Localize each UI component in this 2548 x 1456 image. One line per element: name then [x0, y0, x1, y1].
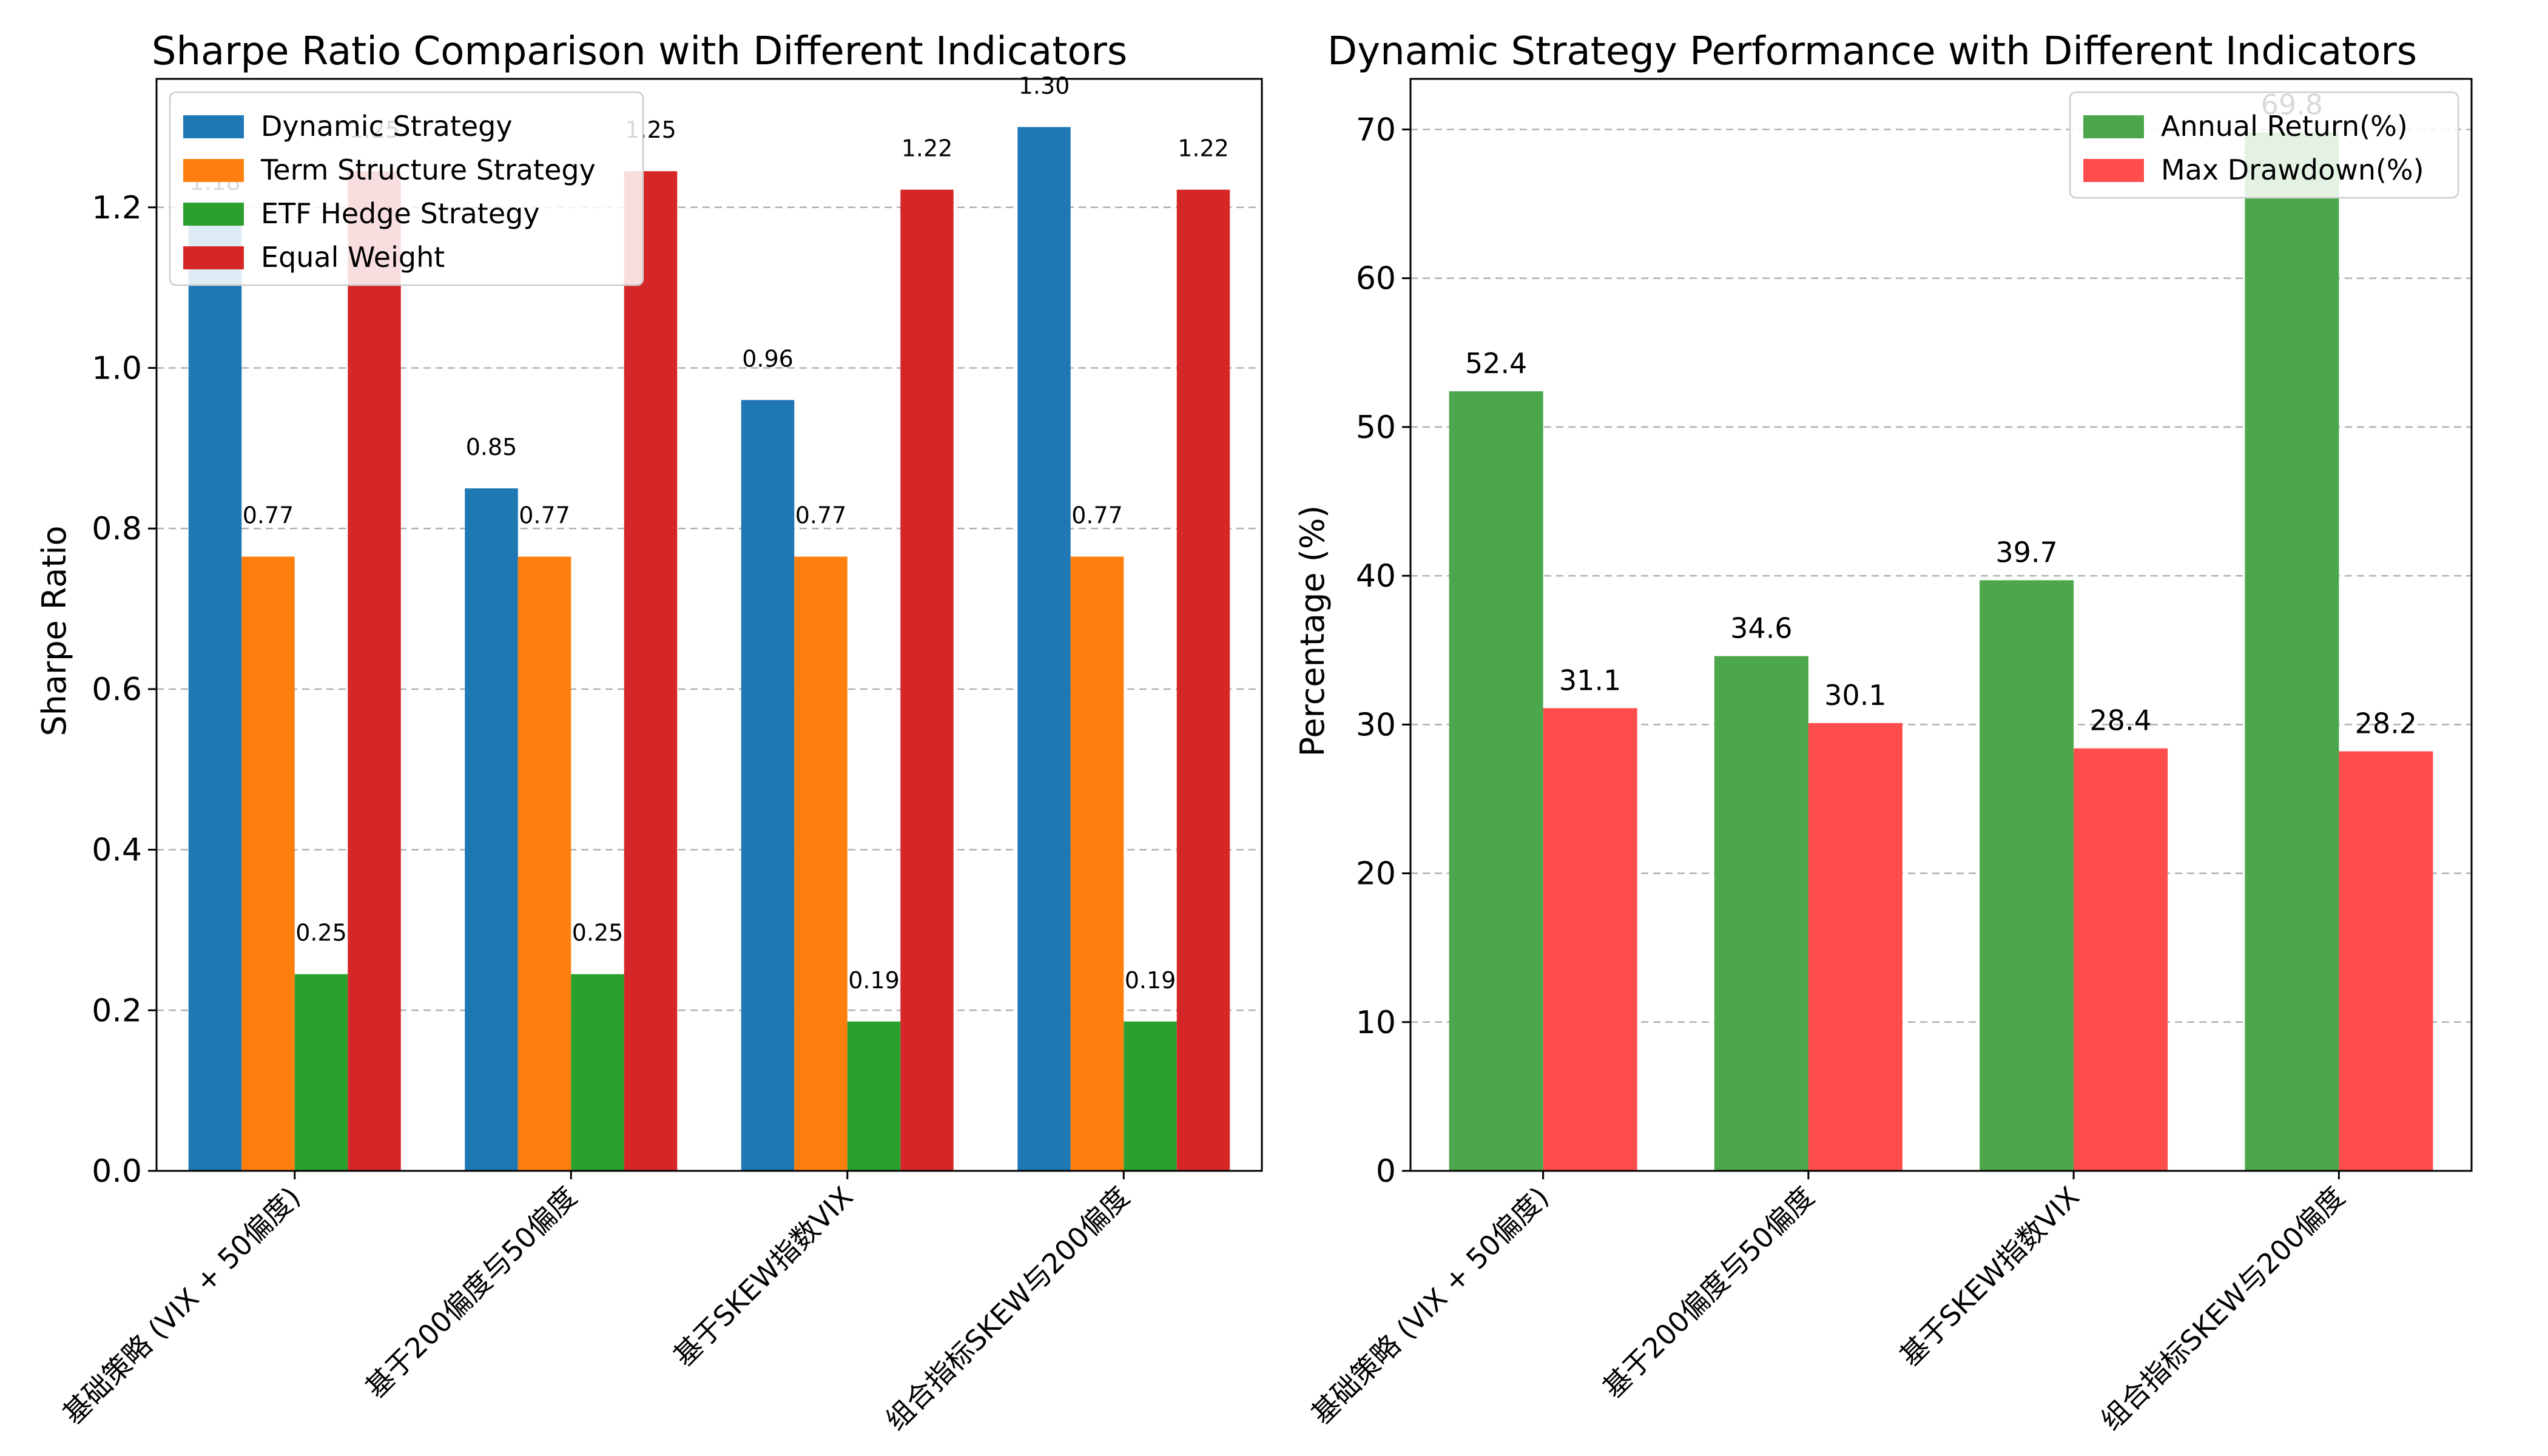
bar-value-label: 0.77	[243, 502, 294, 529]
legend: Annual Return(%) Max Drawdown(%)	[2069, 91, 2459, 199]
bar	[1808, 723, 1903, 1171]
bar	[1124, 1021, 1177, 1171]
legend-label: ETF Hedge Strategy	[261, 197, 540, 230]
bar	[465, 488, 518, 1171]
bar	[571, 974, 624, 1171]
bar	[1070, 556, 1124, 1171]
y-axis-label: Percentage (%)	[1293, 505, 1332, 757]
bar-value-label: 1.22	[902, 135, 953, 162]
bar	[1017, 127, 1071, 1171]
bar-value-label: 1.22	[1178, 135, 1229, 162]
bar-value-label: 0.77	[795, 502, 847, 529]
plot-frame	[155, 78, 1263, 1172]
bar	[624, 171, 678, 1171]
legend-label: Annual Return(%)	[2161, 110, 2408, 143]
bar-value-label: 28.2	[2355, 707, 2417, 740]
bar-value-label: 0.77	[1071, 502, 1123, 529]
y-tick-label: 0.4	[92, 832, 142, 869]
bar	[517, 556, 571, 1171]
bar	[241, 556, 295, 1171]
legend-label: Dynamic Strategy	[261, 110, 513, 143]
bar	[188, 223, 242, 1171]
bar	[2245, 132, 2339, 1171]
chart-title: Sharpe Ratio Comparison with Different I…	[152, 29, 1127, 74]
legend-box	[169, 91, 644, 286]
y-axis-label: Sharpe Ratio	[35, 525, 73, 736]
bar-value-label: 0.77	[519, 502, 570, 529]
bar-value-label: 0.19	[848, 967, 900, 994]
legend-swatch	[183, 115, 244, 138]
legend-swatch	[183, 203, 244, 226]
bar	[900, 189, 954, 1171]
y-axis: 0.0 0.2 0.4 0.6 0.8 1.0 1.2	[92, 190, 157, 1190]
bar-value-label: 0.85	[466, 434, 517, 460]
bar-value-label: 28.4	[2089, 704, 2151, 737]
bar	[1714, 656, 1808, 1171]
bar	[2074, 748, 2168, 1171]
y-tick-label: 0.6	[92, 672, 142, 708]
bar	[1449, 391, 1543, 1171]
bar	[847, 1021, 901, 1171]
bar-value-label: 52.4	[1465, 347, 1527, 380]
bar-value-label: 39.7	[1995, 536, 2057, 568]
bar	[348, 171, 401, 1171]
bar-value-label: 31.1	[1559, 664, 1621, 696]
plot-frame	[1409, 78, 2473, 1172]
bar	[1980, 580, 2074, 1171]
bars	[1449, 132, 2433, 1171]
legend-swatch	[2083, 159, 2144, 182]
legend-swatch	[2083, 115, 2144, 138]
y-tick-label: 10	[1356, 1005, 1396, 1041]
bar	[2339, 751, 2433, 1171]
y-tick-label: 0	[1376, 1153, 1396, 1190]
y-tick-label: 1.0	[92, 350, 142, 386]
y-tick-label: 20	[1356, 856, 1396, 892]
legend-swatch	[183, 246, 244, 269]
bar	[741, 400, 795, 1171]
y-tick-label: 70	[1356, 112, 1396, 148]
bar-value-label: 0.25	[295, 920, 347, 946]
bar	[1176, 189, 1230, 1171]
y-tick-label: 40	[1356, 558, 1396, 595]
y-tick-label: 60	[1356, 261, 1396, 297]
legend-label: Equal Weight	[261, 241, 445, 274]
bar-value-label: 1.30	[1019, 72, 1070, 99]
bar	[294, 974, 348, 1171]
y-tick-label: 1.2	[92, 190, 142, 226]
y-tick-label: 0.2	[92, 993, 142, 1029]
bar	[794, 556, 848, 1171]
legend-box	[2069, 91, 2459, 199]
legend-swatch	[183, 159, 244, 182]
bar-value-label: 0.96	[742, 345, 794, 372]
y-tick-label: 30	[1356, 707, 1396, 743]
legend-label: Max Drawdown(%)	[2161, 153, 2424, 186]
bar-value-label: 0.19	[1125, 967, 1176, 994]
y-tick-label: 50	[1356, 410, 1396, 446]
bar-value-label: 30.1	[1824, 679, 1886, 712]
y-tick-label: 0.8	[92, 511, 142, 547]
legend: Dynamic Strategy Term Structure Strategy E…	[169, 91, 644, 286]
y-axis: 0 10 20 30 40 50 60 70	[1356, 112, 1410, 1190]
bar-value-label: 0.25	[572, 920, 624, 946]
legend-label: Term Structure Strategy	[260, 153, 596, 186]
performance-panel: Dynamic Strategy Performance with Differ…	[1293, 29, 2473, 1437]
bar	[1543, 708, 1637, 1171]
bars	[188, 127, 1230, 1171]
y-tick-label: 0.0	[92, 1153, 142, 1190]
bar-value-label: 34.6	[1730, 612, 1792, 644]
chart-title: Dynamic Strategy Performance with Differ…	[1327, 29, 2417, 74]
